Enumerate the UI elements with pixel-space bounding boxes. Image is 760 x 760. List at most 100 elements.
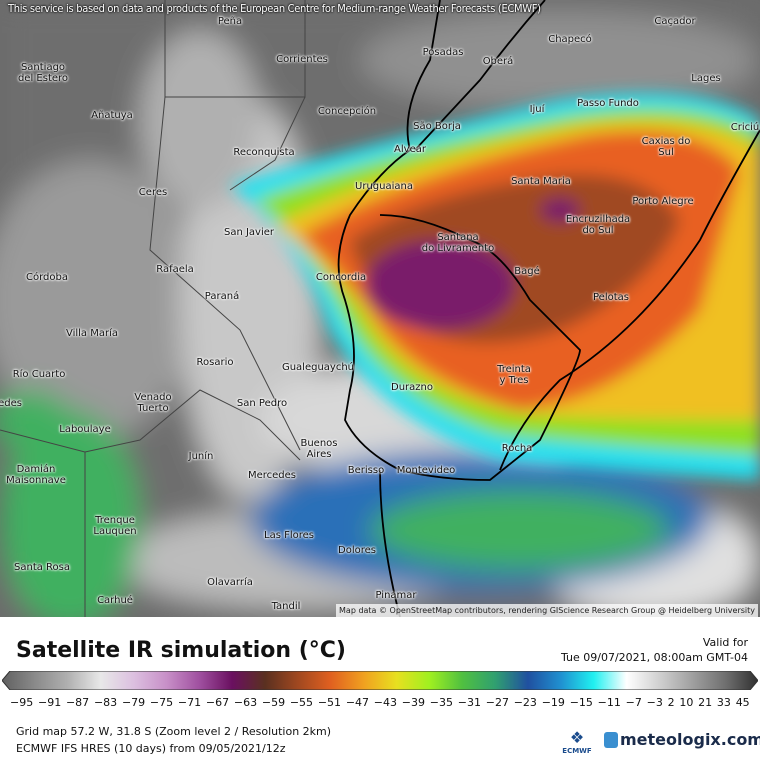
scale-tick-label: −47 (345, 696, 370, 709)
city-label: Río Cuarto (12, 369, 66, 380)
ecmwf-notice: This service is based on data and produc… (8, 2, 541, 15)
cloud-field (0, 0, 760, 617)
city-label: Mercedes (247, 470, 297, 481)
city-label: Olavarría (207, 577, 253, 588)
city-label: Carhué (97, 595, 133, 606)
scale-tick-label: −63 (233, 696, 258, 709)
city-label: Damián Maisonnave (6, 464, 66, 486)
city-label: Reconquista (233, 147, 295, 158)
scale-tick-label: −95 (10, 696, 34, 709)
city-label: São Borja (413, 121, 461, 132)
model-info: ECMWF IFS HRES (10 days) from 09/05/2021… (16, 742, 286, 755)
scale-tick-label: −19 (541, 696, 565, 709)
city-label: Santa Maria (511, 176, 571, 187)
city-label: Alvear (394, 144, 426, 155)
scale-tick-label: −87 (65, 696, 90, 709)
scale-tick-label: −23 (513, 696, 537, 709)
scale-tick-label: −91 (37, 696, 62, 709)
scale-tick-label: 33 (716, 696, 731, 709)
city-label: Laboulaye (59, 424, 111, 435)
city-label: Peña (217, 16, 243, 27)
scale-tick-label: −7 (625, 696, 642, 709)
scale-tick-label: −15 (569, 696, 593, 709)
scale-tick-label: −55 (289, 696, 314, 709)
city-label: Corrientes (276, 54, 328, 65)
city-label: Concepción (317, 106, 377, 117)
city-label: Santa Rosa (14, 562, 70, 573)
ecmwf-logo-text: ECMWF (562, 747, 592, 755)
city-label: Posadas (422, 47, 464, 58)
city-label: Añatuya (91, 110, 133, 121)
city-label: San Pedro (236, 398, 288, 409)
city-label: Bagé (514, 266, 540, 277)
ecmwf-logo[interactable]: ❖ ECMWF (562, 728, 592, 755)
city-label: Rafaela (156, 264, 194, 275)
city-label: Venado Tuerto (134, 392, 172, 414)
city-label: Santana do Livramento (421, 232, 495, 254)
scale-tick-label: −43 (373, 696, 398, 709)
city-label: Treinta y Tres (497, 364, 531, 386)
meteologix-logo[interactable]: meteologix.com (604, 730, 760, 749)
city-label: Caxias do Sul (641, 136, 691, 158)
city-label: Passo Fundo (577, 98, 639, 109)
scale-ticks: −95 −91 −87 −83 −79 −75 −71 −67 −63 −59 −55 −51 −47−… (10, 696, 750, 709)
grid-info: Grid map 57.2 W, 31.8 S (Zoom level 2 / … (16, 725, 332, 738)
scale-tick-label: −31 (457, 696, 481, 709)
city-label: Santiago del Estero (17, 62, 69, 84)
city-label: Chapecó (548, 34, 592, 45)
meteologix-text: meteologix.com (620, 730, 760, 749)
scale-tick-label: 21 (698, 696, 713, 709)
scale-tick-label: −83 (93, 696, 118, 709)
city-label: Lages (691, 73, 721, 84)
city-label: Ijuí (529, 104, 545, 115)
scale-tick-label: −79 (121, 696, 146, 709)
city-label: Ceres (138, 187, 168, 198)
city-label: Gualeguaychú (281, 362, 355, 373)
city-label: Pelotas (593, 292, 629, 303)
city-label: Trenque Lauquen (93, 515, 137, 537)
city-label: Villa María (65, 328, 119, 339)
scale-tick-label: −59 (261, 696, 286, 709)
city-label: Rocha (501, 443, 533, 454)
city-label: Tandil (271, 601, 301, 612)
legend-title: Satellite IR simulation (°C) (16, 638, 346, 663)
scale-tick-label: −39 (401, 696, 425, 709)
city-label: Dolores (338, 545, 376, 556)
map-attribution[interactable]: Map data © OpenStreetMap contributors, r… (336, 604, 758, 617)
scale-tick-label: −27 (485, 696, 509, 709)
city-label: Berisso (347, 465, 385, 476)
city-label: Durazno (391, 382, 433, 393)
satellite-map[interactable]: This service is based on data and produc… (0, 0, 760, 617)
scale-tick-label: −75 (149, 696, 174, 709)
city-label: Criciú (730, 122, 760, 133)
city-label: Buenos Aires (300, 438, 338, 460)
scale-tick-label: −67 (205, 696, 230, 709)
city-label: Concordia (315, 272, 367, 283)
scale-tick-label: −3 (646, 696, 663, 709)
valid-time: Tue 09/07/2021, 08:00am GMT-04 (560, 651, 748, 664)
scale-tick-label: −35 (429, 696, 453, 709)
city-label: Encruzilhada do Sul (565, 214, 631, 236)
scale-tick-label: 10 (679, 696, 694, 709)
city-label: Junín (188, 451, 214, 462)
city-label: Córdoba (26, 272, 68, 283)
city-label: Pinamar (375, 590, 417, 601)
city-label: Rosario (196, 357, 234, 368)
city-label: edes (0, 398, 22, 409)
valid-label: Valid for (702, 636, 748, 649)
city-label: Caçador (654, 16, 696, 27)
scale-tick-label: −71 (177, 696, 202, 709)
city-label: Oberá (482, 56, 514, 67)
city-label: Paraná (204, 291, 240, 302)
scale-tick-label: 45 (735, 696, 750, 709)
city-label: Las Flores (264, 530, 314, 541)
scale-tick-label: −51 (317, 696, 342, 709)
city-label: Uruguaiana (355, 181, 413, 192)
meteologix-icon (604, 731, 618, 748)
city-label: Montevideo (396, 465, 456, 476)
color-scale-bar (2, 671, 758, 690)
scale-tick-label: 2 (667, 696, 675, 709)
scale-tick-label: −11 (597, 696, 621, 709)
city-label: Porto Alegre (632, 196, 694, 207)
city-label: San Javier (223, 227, 275, 238)
